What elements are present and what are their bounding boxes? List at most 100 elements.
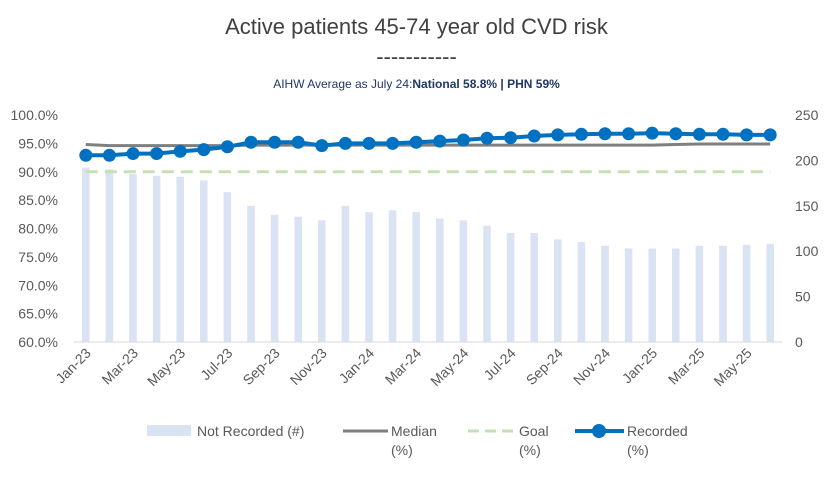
bar-not-recorded: [577, 242, 586, 342]
bar-not-recorded: [341, 205, 350, 342]
recorded-point: [692, 127, 706, 141]
bar-not-recorded: [318, 220, 326, 342]
bar-not-recorded: [105, 169, 114, 342]
recorded-point: [362, 136, 376, 150]
subtitle-prefix: AIHW Average as July 24:: [273, 77, 413, 91]
recorded-point: [551, 128, 565, 142]
y-left-tick-label: 70.0%: [18, 277, 58, 293]
recorded-point: [220, 140, 234, 154]
x-tick-label: May-24: [427, 345, 471, 389]
recorded-point: [409, 135, 423, 149]
recorded-point: [480, 131, 494, 145]
x-tick-label: Nov-23: [287, 345, 330, 388]
x-tick-label: Mar-23: [98, 345, 141, 388]
bar-not-recorded: [719, 245, 727, 342]
recorded-point: [79, 148, 93, 162]
y-left-tick-label: 75.0%: [18, 249, 58, 265]
legend-label-goal-unit: (%): [519, 442, 541, 458]
bar-not-recorded: [436, 218, 444, 342]
x-tick-label: Jan-24: [336, 345, 378, 387]
recorded-point: [291, 135, 305, 149]
bar-not-recorded: [294, 216, 302, 342]
recorded-point: [456, 133, 470, 147]
recorded-point: [126, 147, 140, 161]
recorded-point: [598, 127, 612, 141]
bar-not-recorded: [388, 210, 397, 342]
recorded-point: [669, 127, 683, 141]
bar-not-recorded: [766, 243, 774, 342]
recorded-point: [763, 128, 777, 142]
legend-label-recorded: Recorded: [627, 423, 688, 439]
x-tick-label: Sep-24: [523, 345, 566, 388]
recorded-point: [433, 134, 447, 148]
recorded-point: [716, 127, 730, 141]
y-left-tick-label: 85.0%: [18, 192, 58, 208]
x-tick-label: Mar-24: [382, 345, 425, 388]
y-right-tick-label: 0: [795, 334, 803, 350]
x-tick-label: Jan-23: [52, 345, 94, 387]
bar-not-recorded: [459, 220, 468, 342]
recorded-point: [645, 126, 659, 140]
x-tick-label: May-23: [144, 345, 188, 389]
y-left-tick-label: 100.0%: [11, 107, 58, 123]
bar-not-recorded: [601, 245, 609, 342]
recorded-point: [315, 139, 329, 153]
legend-swatch-recorded-marker: [592, 424, 606, 438]
bar-not-recorded: [129, 174, 137, 342]
y-right-tick-label: 100: [795, 243, 819, 259]
bar-not-recorded: [695, 245, 704, 342]
subtitle-bold: National 58.8% | PHN 59%: [412, 77, 560, 91]
bar-not-recorded: [672, 248, 680, 342]
recorded-point: [740, 128, 754, 142]
chart-title: Active patients 45-74 year old CVD risk: [225, 14, 608, 39]
recorded-point: [386, 136, 400, 150]
x-tick-label: Jul-24: [480, 345, 518, 383]
recorded-point: [244, 135, 258, 149]
legend-label-median: Median: [391, 423, 437, 439]
bar-not-recorded: [648, 248, 656, 342]
y-right-tick-label: 250: [795, 107, 819, 123]
recorded-point: [622, 127, 636, 141]
recorded-point: [574, 127, 588, 141]
bar-not-recorded: [247, 205, 255, 342]
x-tick-label: Sep-23: [239, 345, 282, 388]
y-left-tick-label: 80.0%: [18, 221, 58, 237]
legend-label-recorded-unit: (%): [627, 442, 649, 458]
bar-not-recorded: [152, 175, 161, 342]
y-left-tick-label: 65.0%: [18, 306, 58, 322]
x-tick-label: May-25: [710, 345, 754, 389]
x-tick-label: Nov-24: [570, 345, 613, 388]
y-right-tick-label: 200: [795, 152, 819, 168]
y-left-tick-label: 60.0%: [18, 334, 58, 350]
bar-not-recorded: [176, 176, 184, 342]
y-left-tick-label: 90.0%: [18, 164, 58, 180]
bar-not-recorded: [530, 233, 538, 342]
recorded-point: [338, 136, 352, 150]
x-tick-label: Jul-23: [197, 345, 235, 383]
bar-not-recorded: [365, 212, 373, 342]
x-tick-label: Jan-25: [619, 345, 661, 387]
median-line: [85, 142, 771, 148]
x-tick-label: Mar-25: [665, 345, 708, 388]
bar-not-recorded: [624, 248, 633, 342]
bar-not-recorded: [223, 192, 232, 342]
bar-not-recorded: [506, 233, 515, 342]
legend-label-not-recorded: Not Recorded (#): [197, 423, 304, 439]
legend-label-median-unit: (%): [391, 442, 413, 458]
title-rule: -----------: [376, 44, 457, 69]
y-left-tick-label: 95.0%: [18, 135, 58, 151]
bar-not-recorded: [742, 244, 751, 342]
recorded-point: [527, 129, 541, 143]
bar-not-recorded: [82, 167, 90, 342]
recorded-point: [173, 144, 187, 158]
bar-not-recorded: [412, 212, 420, 342]
chart-subtitle: AIHW Average as July 24:National 58.8% |…: [0, 77, 833, 91]
recorded-point: [268, 135, 282, 149]
recorded-point: [197, 143, 211, 157]
recorded-point: [504, 131, 518, 145]
bar-not-recorded: [483, 225, 491, 342]
recorded-point: [150, 147, 164, 161]
y-right-tick-label: 150: [795, 198, 819, 214]
legend-swatch-not-recorded: [147, 425, 191, 436]
legend-label-goal: Goal: [519, 423, 549, 439]
